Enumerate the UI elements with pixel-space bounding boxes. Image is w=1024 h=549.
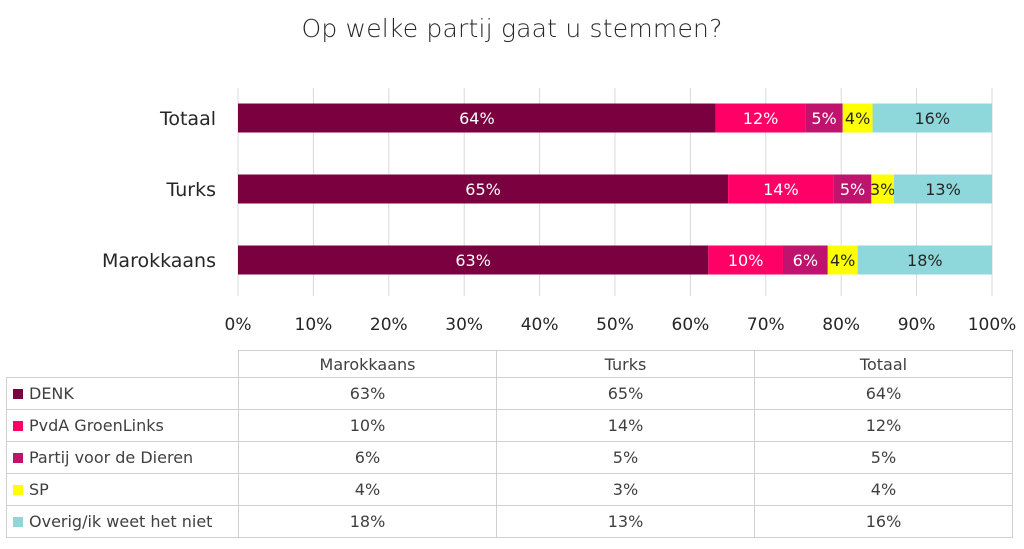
table-header-row: Marokkaans Turks Totaal <box>6 350 1013 378</box>
bar-segment <box>238 103 716 133</box>
table-row-label: PvdA GroenLinks <box>29 416 164 435</box>
data-label: 14% <box>763 180 799 199</box>
table-cell: 10% <box>238 409 497 442</box>
data-label: 64% <box>459 109 495 128</box>
table-row-label: Partij voor de Dieren <box>29 448 194 467</box>
x-tick-label: 10% <box>295 315 333 335</box>
x-tick-label: 60% <box>672 315 710 335</box>
table-cell: 4% <box>238 473 497 506</box>
chart-title: Op welke partij gaat u stemmen? <box>301 14 723 43</box>
data-label: 63% <box>455 251 491 270</box>
data-label: 12% <box>743 109 779 128</box>
table-row-label: Overig/ik weet het niet <box>29 512 213 531</box>
stacked-bar-chart: 0% 10% 20% 30% 40% 50% 60% 70% 80% 90% 100% Totaal 6… <box>102 88 1017 335</box>
table-row-label: SP <box>29 480 49 499</box>
table-cell: 14% <box>496 409 755 442</box>
table-corner <box>6 350 239 378</box>
data-label: 5% <box>840 180 865 199</box>
y-category-label: Totaal <box>159 108 216 130</box>
data-label: 18% <box>907 251 943 270</box>
table-cell: 13% <box>496 505 755 538</box>
table-row: PvdA GroenLinks 10% 14% 12% <box>6 409 1013 442</box>
table-col-header: Totaal <box>754 350 1013 378</box>
table-cell: 64% <box>754 377 1013 410</box>
x-tick-label: 70% <box>747 315 785 335</box>
data-label: 65% <box>465 180 501 199</box>
table-cell: 5% <box>496 441 755 474</box>
bar-segment <box>238 174 729 204</box>
table-row: Partij voor de Dieren 6% 5% 5% <box>6 441 1013 474</box>
x-tick-label: 0% <box>225 315 252 335</box>
table-row-header: Partij voor de Dieren <box>6 441 239 474</box>
data-label: 4% <box>845 109 870 128</box>
table-cell: 5% <box>754 441 1013 474</box>
bar-segment <box>827 245 858 275</box>
legend-swatch-icon <box>13 517 23 527</box>
table-cell: 63% <box>238 377 497 410</box>
bar-segment <box>872 103 992 133</box>
table-row: SP 4% 3% 4% <box>6 473 1013 506</box>
bar-segment <box>871 174 894 204</box>
x-tick-label: 90% <box>898 315 936 335</box>
x-tick-label: 40% <box>521 315 559 335</box>
data-label: 10% <box>728 251 764 270</box>
table-cell: 6% <box>238 441 497 474</box>
y-category-label: Turks <box>166 179 216 201</box>
data-table: Marokkaans Turks Totaal DENK 63% 65% 64%… <box>6 350 1013 538</box>
data-label: 3% <box>870 180 895 199</box>
data-label: 5% <box>811 109 836 128</box>
bar-segment <box>728 174 834 204</box>
bar-segment <box>708 245 783 275</box>
table-col-header: Marokkaans <box>238 350 497 378</box>
bar-segment <box>715 103 806 133</box>
data-label: 16% <box>914 109 950 128</box>
table-row-header: Overig/ik weet het niet <box>6 505 239 538</box>
legend-swatch-icon <box>13 421 23 431</box>
bar-segment <box>238 245 709 275</box>
data-label: 6% <box>793 251 818 270</box>
table-cell: 3% <box>496 473 755 506</box>
x-tick-label: 20% <box>370 315 408 335</box>
legend-swatch-icon <box>13 389 23 399</box>
bar-segment <box>893 174 992 204</box>
y-category-label: Marokkaans <box>102 250 216 272</box>
table-row: Overig/ik weet het niet 18% 13% 16% <box>6 505 1013 538</box>
data-label: 4% <box>830 251 855 270</box>
table-row-label: DENK <box>29 384 74 403</box>
x-tick-label: 50% <box>596 315 634 335</box>
x-tick-label: 30% <box>445 315 483 335</box>
bar-segment <box>805 103 843 133</box>
bar-segment <box>842 103 873 133</box>
x-tick-label: 80% <box>822 315 860 335</box>
table-cell: 12% <box>754 409 1013 442</box>
table-row-header: PvdA GroenLinks <box>6 409 239 442</box>
table-cell: 4% <box>754 473 1013 506</box>
table-row-header: SP <box>6 473 239 506</box>
table-cell: 18% <box>238 505 497 538</box>
table-col-header: Turks <box>496 350 755 378</box>
x-tick-label: 100% <box>968 315 1017 335</box>
legend-swatch-icon <box>13 485 23 495</box>
table-row: DENK 63% 65% 64% <box>6 377 1013 410</box>
table-cell: 16% <box>754 505 1013 538</box>
bar-segment <box>857 245 992 275</box>
data-label: 13% <box>925 180 961 199</box>
table-cell: 65% <box>496 377 755 410</box>
bar-segment <box>833 174 872 204</box>
table-row-header: DENK <box>6 377 239 410</box>
legend-swatch-icon <box>13 453 23 463</box>
bar-segment <box>782 245 828 275</box>
